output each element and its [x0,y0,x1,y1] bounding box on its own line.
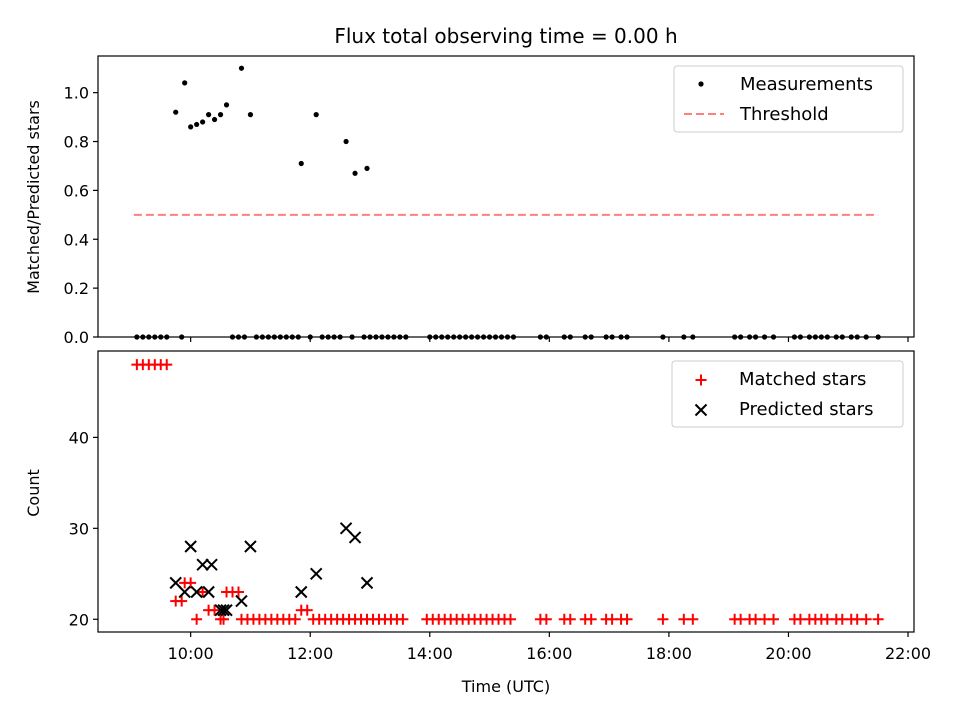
bottom-x-tick-label: 10:00 [168,644,214,663]
measurement-point [223,102,230,108]
top-y-tick-label: 1.0 [64,84,89,103]
predicted-star-point [184,540,197,553]
predicted-star-point [360,576,374,590]
measurement-point [211,116,218,123]
legend-predicted-label: Predicted stars [739,399,873,420]
predicted-star-point [190,585,203,599]
measurement-point [200,119,206,125]
chart-title: Flux total observing time = 0.00 h [334,24,677,48]
measurement-point [188,124,194,130]
matched-star-point [176,595,188,607]
matched-star-point [687,613,699,625]
measurement-point [343,138,349,145]
matched-star-point [585,613,597,625]
top-legend: Measurements Threshold [673,65,904,133]
bottom-y-ticks: 20 30 40 [69,428,98,629]
top-y-tick-label: 0.2 [64,279,89,298]
predicted-star-point [202,585,215,599]
matched-star-point [301,604,313,616]
measurement-point [173,109,179,115]
legend-matched-label: Matched stars [739,369,866,390]
top-y-axis-label: Matched/Predicted stars [24,100,43,294]
top-x-ticks [190,337,909,342]
bottom-plot-frame [97,350,915,633]
matched-star-point [504,613,516,625]
predicted-star-point [348,531,362,544]
predicted-star-point [205,558,218,571]
matched-star-point [397,613,409,625]
matched-star-point [621,613,633,625]
top-y-tick-label: 0.0 [64,328,89,347]
measurement-point [364,165,370,171]
measurement-point [194,121,200,128]
top-plot-marks [133,65,881,340]
top-plot-frame [97,55,915,338]
predicted-star-point [220,603,233,617]
bottom-legend-box [671,360,904,428]
bottom-x-tick-label: 20:00 [765,644,811,663]
measurement-point [352,170,358,176]
bottom-x-ticks: 10:00 12:00 14:00 16:00 18:00 20:00 22:00 [168,632,931,663]
matched-star-point [209,604,221,616]
legend-predicted-marker [694,403,708,417]
bottom-panel: 20 30 40 10:00 12:00 14:00 16:00 18:00 20:00 22:… [24,350,931,696]
bottom-x-tick-label: 18:00 [646,644,692,663]
matched-star-point [185,577,197,589]
predicted-star-point [217,603,230,617]
measurement-point [205,112,212,118]
bottom-x-tick-label: 14:00 [407,644,453,663]
measurement-point [217,112,224,118]
matched-star-point [191,613,203,625]
top-y-tick-label: 0.6 [64,181,89,200]
matched-star-point [161,359,173,371]
measurement-point [313,112,319,118]
top-legend-box [673,65,904,133]
bottom-y-tick-label: 40 [69,428,89,447]
top-y-ticks: 0.0 0.2 0.4 0.6 0.8 1.0 [64,84,98,347]
matched-star-point [860,613,872,625]
bottom-plot-marks [131,359,884,625]
predicted-star-point [309,567,323,581]
measurement-point [247,112,254,118]
measurement-point [238,65,245,71]
legend-threshold-label: Threshold [739,104,829,125]
bottom-y-axis-label: Count [24,469,43,517]
bottom-x-tick-label: 16:00 [526,644,572,663]
bottom-x-axis-label: Time (UTC) [461,677,550,696]
matched-star-point [197,586,209,598]
top-y-tick-label: 0.4 [64,230,89,249]
top-y-tick-label: 0.8 [64,133,89,152]
bottom-y-tick-label: 30 [69,519,89,538]
matched-star-point [289,613,301,625]
matched-star-point [232,586,244,598]
legend-matched-plus [695,374,707,386]
legend-measurements-label: Measurements [740,74,873,95]
predicted-star-point [235,594,248,608]
matched-star-point [768,613,780,625]
legend-predicted-cross [694,403,708,417]
bottom-x-tick-label: 12:00 [287,644,333,663]
predicted-star-point [295,585,308,599]
matched-star-point [218,613,230,625]
top-panel: 0.0 0.2 0.4 0.6 0.8 1.0 Matched/Predicted sta… [24,55,915,347]
bottom-y-tick-label: 20 [69,610,89,629]
predicted-star-point [244,540,257,553]
matched-star-point [540,613,552,625]
measurement-point [182,80,188,86]
predicted-star-point [196,558,209,571]
bottom-legend: Matched stars Predicted stars [671,360,904,428]
predicted-star-point [178,585,191,599]
matched-star-point [872,613,884,625]
matched-star-point [657,613,669,625]
matched-star-point [564,613,576,625]
measurement-point [298,160,304,167]
legend-measurements-marker [698,81,704,87]
bottom-x-tick-label: 22:00 [885,644,931,663]
legend-matched-marker [695,374,707,386]
